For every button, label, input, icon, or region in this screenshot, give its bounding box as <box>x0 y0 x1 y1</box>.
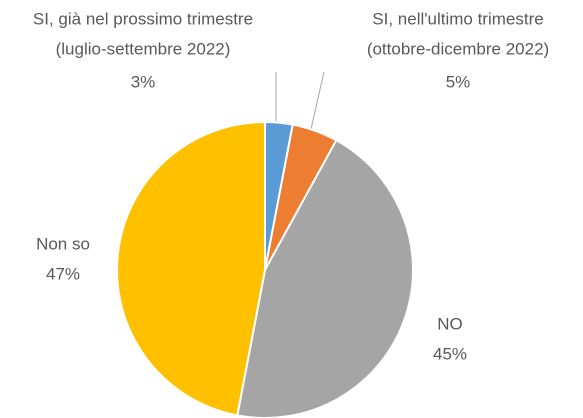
value-label: 5% <box>446 72 471 91</box>
slice-label: SI, nell'ultimo trimestre <box>372 9 543 28</box>
pie-slice <box>236 138 414 418</box>
slice-label: Non so <box>36 234 90 253</box>
slice-label: (ottobre-dicembre 2022) <box>367 39 549 58</box>
pie-slice <box>116 120 266 417</box>
slice-label: (luglio-settembre 2022) <box>56 39 231 58</box>
leader-line <box>310 71 325 130</box>
slice-label: SI, già nel prossimo trimestre <box>33 9 253 28</box>
value-label: 47% <box>46 264 80 283</box>
value-label: 45% <box>433 344 467 363</box>
slice-label: NO <box>437 314 463 333</box>
value-label: 3% <box>131 72 156 91</box>
